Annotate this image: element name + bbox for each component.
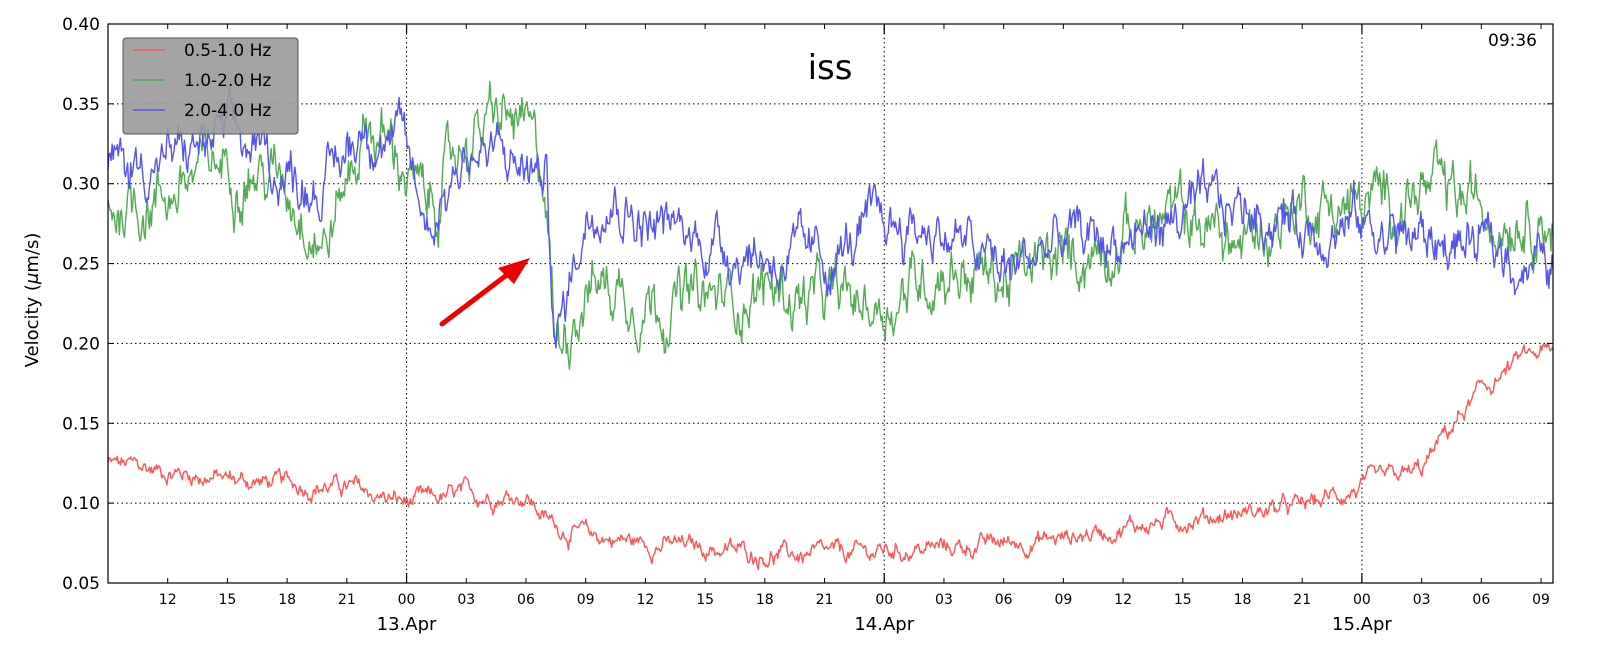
legend-label: 0.5-1.0 Hz <box>184 41 271 61</box>
x-tick-label: 12 <box>636 592 654 608</box>
time-label: 09:36 <box>1488 31 1537 51</box>
x-tick-label: 09 <box>577 592 595 608</box>
x-tick-label: 09 <box>1532 592 1550 608</box>
x-tick-label: 00 <box>875 592 893 608</box>
series-lines <box>107 80 1554 571</box>
x-tick-label: 09 <box>1054 592 1072 608</box>
x-tick-label: 18 <box>278 592 296 608</box>
plot-frame <box>107 23 1554 584</box>
x-tick-label: 03 <box>1413 592 1431 608</box>
legend-label: 1.0-2.0 Hz <box>184 71 271 91</box>
x-tick-label: 18 <box>1234 592 1252 608</box>
x-tick-label: 03 <box>457 592 475 608</box>
x-tick-label: 00 <box>398 592 416 608</box>
y-axis-label-post: m/s) <box>22 233 43 273</box>
y-axis-label-pre: Velocity ( <box>22 284 43 367</box>
grid <box>108 24 1553 583</box>
legend: 0.5-1.0 Hz 1.0-2.0 Hz 2.0-4.0 Hz <box>122 37 299 135</box>
x-tick-label: 15 <box>696 592 714 608</box>
x-date-labels: 13.Apr 14.Apr 15.Apr <box>377 614 1393 635</box>
x-tick-label: 21 <box>338 592 356 608</box>
x-tick-label: 12 <box>1114 592 1132 608</box>
annotation-arrow <box>439 258 530 327</box>
x-tick-label: 21 <box>816 592 834 608</box>
y-tick-label: 0.20 <box>62 334 100 354</box>
x-tick-label: 12 <box>159 592 177 608</box>
x-date-label: 15.Apr <box>1332 614 1392 635</box>
series-line-1 <box>107 80 1554 370</box>
chart-title: iss <box>808 48 853 88</box>
x-date-label: 13.Apr <box>377 614 437 635</box>
x-tick-label: 03 <box>935 592 953 608</box>
x-tick-label: 06 <box>517 592 535 608</box>
x-tick-label: 15 <box>1174 592 1192 608</box>
x-axis: 12 15 18 21 00 03 06 09 12 15 18 21 00 03 06 09 12 15 18 21… <box>159 24 1550 608</box>
x-date-label: 14.Apr <box>854 614 914 635</box>
y-axis: 0.05 0.10 0.15 0.20 0.25 0.30 0.35 0.40 <box>62 15 1553 594</box>
y-tick-label: 0.40 <box>62 15 100 35</box>
y-axis-label: Velocity (μm/s) <box>22 233 43 368</box>
x-tick-label: 15 <box>219 592 237 608</box>
y-tick-label: 0.10 <box>62 494 100 514</box>
x-tick-label: 00 <box>1353 592 1371 608</box>
legend-label: 2.0-4.0 Hz <box>184 101 271 121</box>
series-line-0 <box>107 342 1554 571</box>
y-tick-label: 0.35 <box>62 95 100 115</box>
x-tick-label: 18 <box>756 592 774 608</box>
x-tick-label: 21 <box>1293 592 1311 608</box>
x-tick-label: 06 <box>1472 592 1490 608</box>
y-axis-label-mu: μ <box>22 273 43 285</box>
y-tick-label: 0.05 <box>62 574 100 594</box>
y-tick-label: 0.25 <box>62 255 100 275</box>
series-line-2 <box>107 84 1554 349</box>
y-tick-label: 0.15 <box>62 414 100 434</box>
y-tick-label: 0.30 <box>62 175 100 195</box>
x-tick-label: 06 <box>995 592 1013 608</box>
